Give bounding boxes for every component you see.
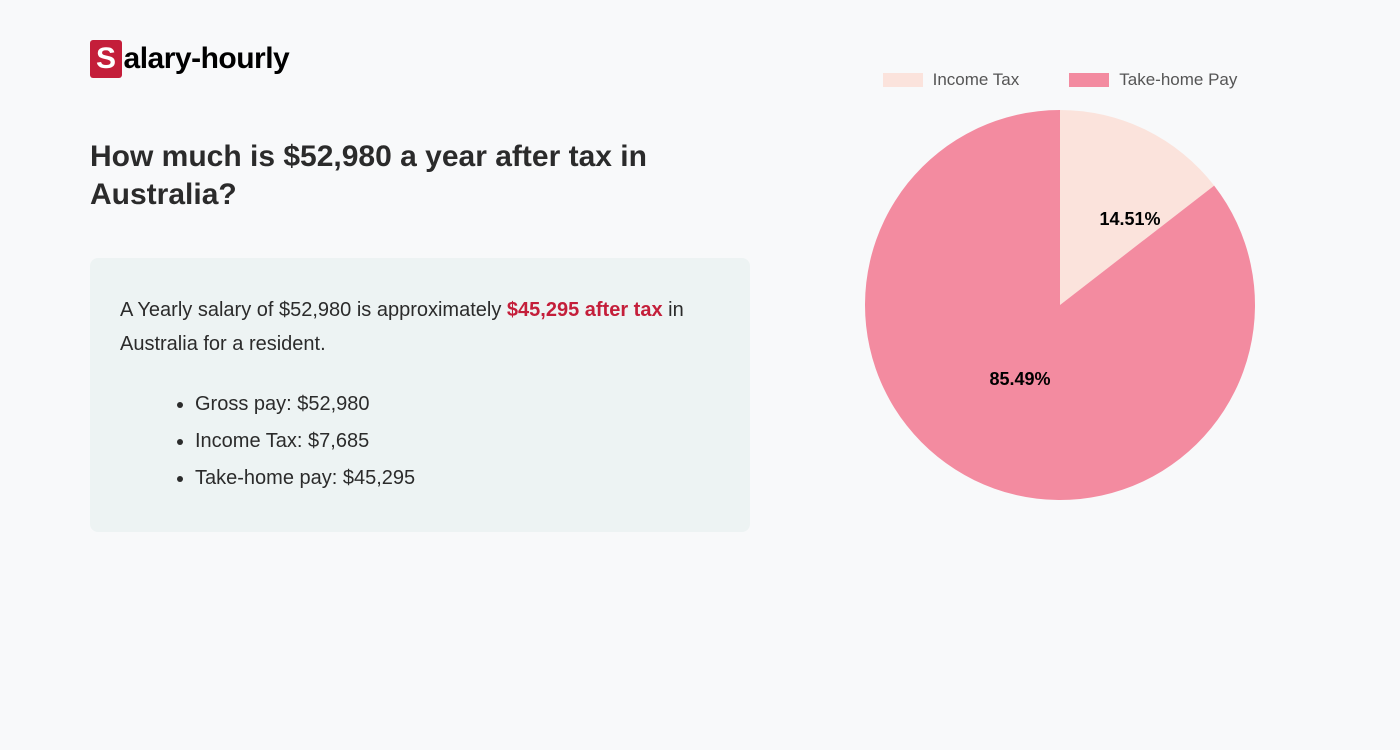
slice-label: 14.51%: [1099, 209, 1160, 229]
info-highlight: $45,295 after tax: [507, 299, 663, 321]
legend-item-take-home: Take-home Pay: [1069, 70, 1237, 90]
legend-swatch: [1069, 73, 1109, 87]
info-summary: A Yearly salary of $52,980 is approximat…: [120, 293, 720, 361]
legend-label: Take-home Pay: [1119, 70, 1237, 90]
legend-label: Income Tax: [933, 70, 1020, 90]
legend-item-income-tax: Income Tax: [883, 70, 1020, 90]
info-box: A Yearly salary of $52,980 is approximat…: [90, 258, 750, 532]
info-pre: A Yearly salary of $52,980 is approximat…: [120, 299, 507, 321]
logo: Salary-hourly: [90, 40, 750, 78]
legend-swatch: [883, 73, 923, 87]
pie-chart: 14.51% 85.49%: [810, 105, 1310, 505]
chart-legend: Income Tax Take-home Pay: [810, 70, 1310, 90]
breakdown-list: Gross pay: $52,980 Income Tax: $7,685 Ta…: [120, 386, 720, 497]
logo-s-box: S: [90, 40, 122, 78]
logo-text: alary-hourly: [124, 42, 290, 76]
list-item: Gross pay: $52,980: [195, 386, 720, 423]
page-title: How much is $52,980 a year after tax in …: [90, 138, 710, 213]
slice-label: 85.49%: [989, 369, 1050, 389]
list-item: Income Tax: $7,685: [195, 423, 720, 460]
list-item: Take-home pay: $45,295: [195, 460, 720, 497]
